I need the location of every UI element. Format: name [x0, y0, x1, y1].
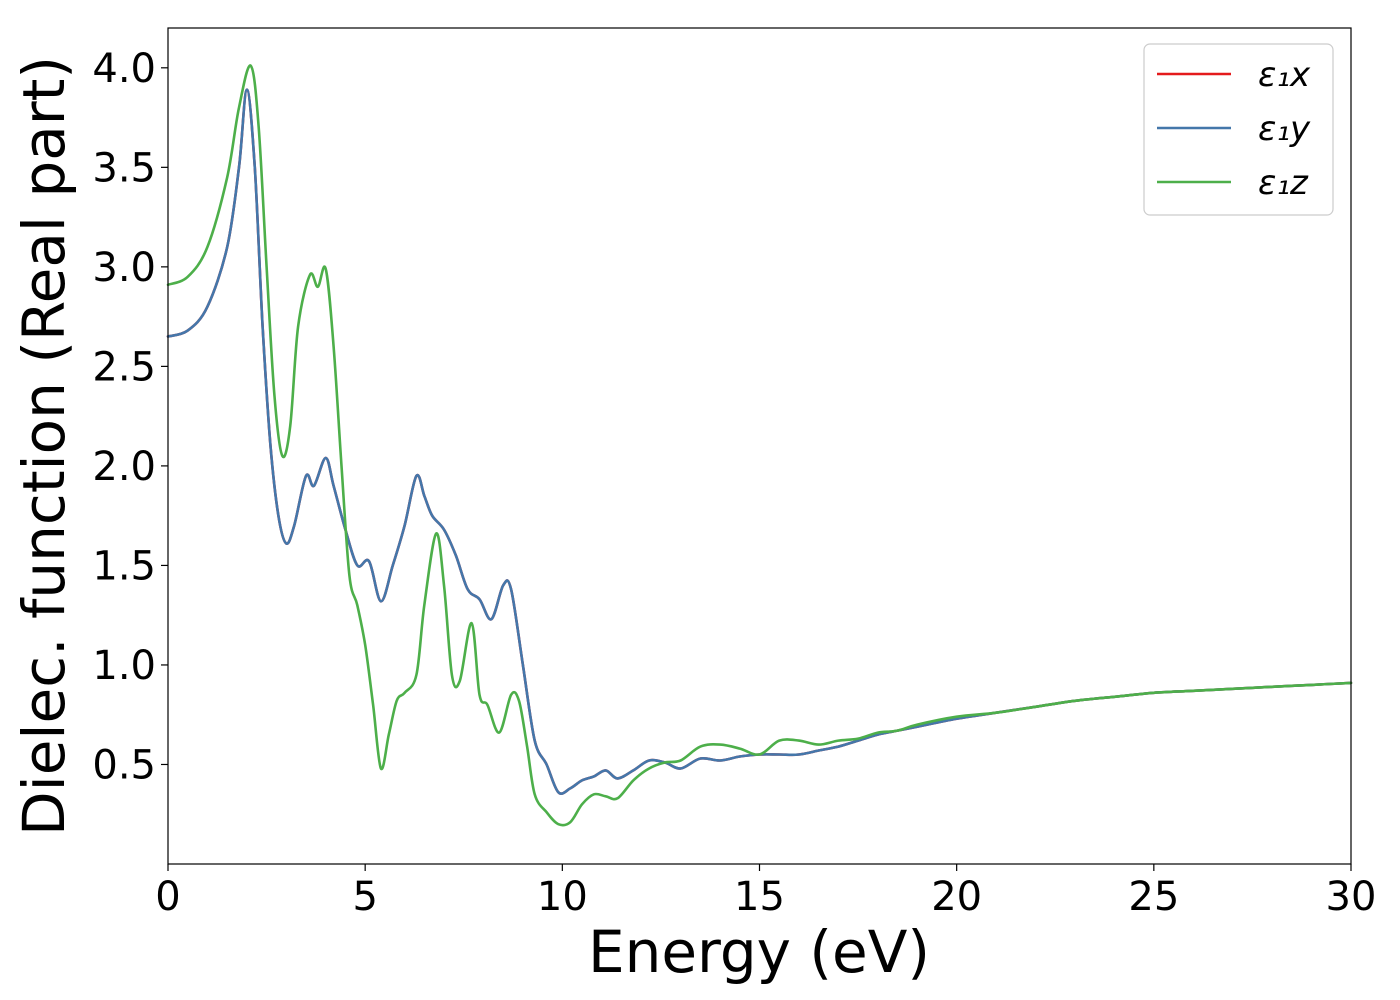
y-tick-label: 2.5	[92, 344, 156, 390]
x-tick-label: 15	[734, 874, 785, 920]
y-tick-label: 1.5	[92, 543, 156, 589]
x-tick-label: 5	[352, 874, 377, 920]
x-axis-ticks: 0 5 10 15 20 25 30	[155, 864, 1376, 920]
y-tick-label: 0.5	[92, 742, 156, 788]
y-tick-label: 4.0	[92, 46, 156, 92]
y-axis-title: Dielec. function (Real part)	[10, 56, 78, 836]
legend-entry-e1y-label: ε₁y	[1258, 109, 1311, 149]
x-axis-title: Energy (eV)	[588, 918, 930, 986]
y-tick-label: 2.0	[92, 444, 156, 490]
y-tick-label: 3.5	[92, 145, 156, 191]
x-tick-label: 10	[537, 874, 588, 920]
x-tick-label: 20	[931, 874, 982, 920]
legend: ε₁x ε₁y ε₁z	[1143, 43, 1334, 216]
series-line-e1z	[166, 64, 1353, 827]
x-tick-label: 30	[1326, 874, 1377, 920]
series-layer	[166, 64, 1353, 827]
y-tick-label: 1.0	[92, 643, 156, 689]
y-tick-label: 3.0	[92, 245, 156, 291]
legend-box	[1143, 43, 1334, 216]
legend-entry-e1x-label: ε₁x	[1258, 55, 1311, 95]
y-axis-ticks: 0.5 1.0 1.5 2.0 2.5 3.0 3.5 4.0	[92, 46, 168, 788]
legend-entry-e1z-label: ε₁z	[1258, 163, 1309, 203]
x-tick-label: 25	[1128, 874, 1179, 920]
x-tick-label: 0	[155, 874, 180, 920]
